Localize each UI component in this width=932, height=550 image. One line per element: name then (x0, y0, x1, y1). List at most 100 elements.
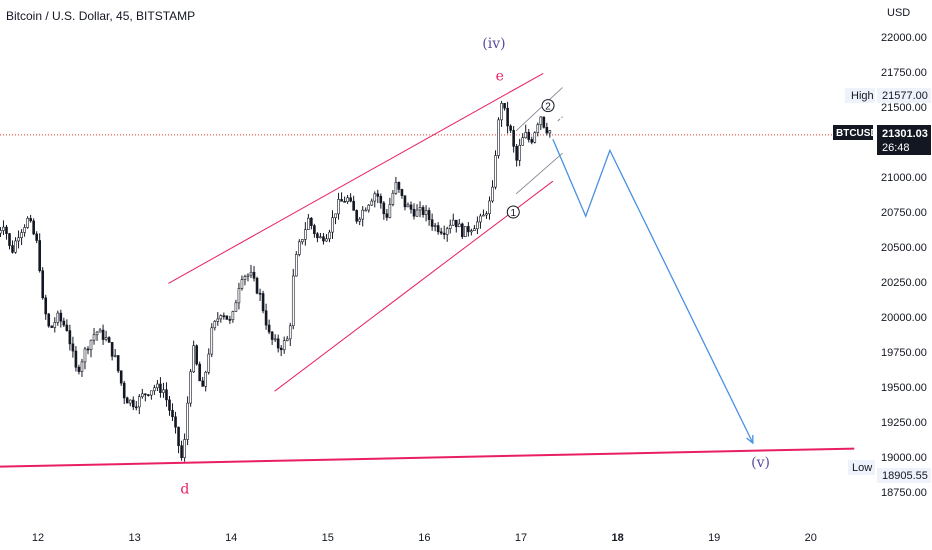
candle-body (222, 315, 226, 317)
x-tick-label: 19 (708, 532, 720, 544)
high-label: High (851, 90, 874, 102)
candle-body (138, 396, 141, 408)
candle-body (101, 329, 105, 340)
candle-body (279, 347, 283, 351)
candle-body (397, 182, 401, 190)
y-tick-label: 19750.00 (881, 347, 927, 359)
candle-body (23, 227, 26, 233)
y-tick-label: 20250.00 (881, 277, 927, 289)
candle-body (255, 277, 259, 294)
candle-body (261, 293, 265, 312)
candle-body (464, 226, 467, 237)
candle-body (494, 155, 497, 188)
time-scale[interactable] (0, 523, 872, 550)
candle-body (147, 394, 150, 396)
candle-body (204, 371, 208, 387)
candle-body (5, 226, 8, 234)
candle-body (122, 382, 126, 399)
candle-body (246, 274, 250, 277)
wave-label-2: 2 (545, 102, 551, 113)
high-value: 21577.00 (882, 90, 928, 102)
candle-body (231, 311, 235, 321)
high-price-label: High 21577.00 (845, 88, 931, 103)
candle-body (439, 231, 443, 234)
wave-label: d (180, 481, 189, 497)
candle-body (267, 324, 271, 333)
candle-body (234, 302, 238, 312)
candle-body (412, 209, 416, 217)
candle-body (334, 213, 337, 218)
candle-body (539, 116, 543, 125)
wave-label-1: 1 (510, 208, 516, 219)
candle-body (319, 236, 322, 239)
candle-body (400, 189, 404, 196)
candle-body (144, 393, 147, 396)
candle-body (110, 342, 114, 357)
candle-body (198, 363, 201, 382)
candle-body (470, 230, 473, 233)
candle-body (427, 210, 431, 220)
candle-body (527, 132, 531, 140)
minor-channel-dashed (557, 116, 563, 122)
candle-body (310, 217, 313, 226)
candle-body (349, 197, 352, 202)
candle-body (119, 370, 123, 384)
candle-body (379, 195, 383, 204)
candle-body (506, 107, 509, 127)
y-tick-label: 19500.00 (881, 382, 927, 394)
candle-body (98, 329, 102, 333)
currency-label: USD (887, 7, 910, 19)
candle-body (276, 338, 280, 349)
countdown-timer: 26:48 (882, 142, 910, 154)
candle-body (316, 233, 319, 239)
candle-body (285, 338, 289, 341)
candle-body (500, 103, 503, 121)
last-price-label: BTCUSD 21301.03 26:48 (833, 125, 931, 155)
candle-body (53, 322, 57, 328)
projection-arrowhead (746, 434, 754, 445)
chart-title: Bitcoin / U.S. Dollar, 45, BITSTAMP (6, 9, 196, 23)
candle-body (515, 146, 518, 161)
candle-body (68, 330, 72, 345)
candle-body (406, 204, 410, 208)
candle-body (95, 331, 99, 336)
candle-body (355, 210, 358, 222)
candle-body (473, 228, 476, 231)
candle-body (497, 119, 500, 156)
wave-annotations: (iv) e 2 1 d (v) (180, 36, 770, 497)
candle-body (328, 231, 331, 240)
candle-body (47, 313, 51, 327)
candle-body (530, 139, 534, 143)
price-scale[interactable] (872, 0, 932, 550)
candle-body (533, 132, 537, 143)
candle-body (479, 215, 482, 223)
candle-body (509, 125, 512, 131)
candle-body (174, 416, 177, 428)
candle-body (461, 223, 464, 237)
candle-body (237, 288, 241, 304)
channel-upper-line (168, 72, 544, 284)
candle-body (74, 350, 78, 368)
candle-body (192, 345, 195, 373)
candle-body (521, 137, 524, 146)
x-tick-label: 18 (611, 532, 623, 544)
candle-body (331, 217, 334, 233)
candles-layer (0, 100, 552, 462)
candle-body (370, 200, 374, 206)
candle-body (189, 371, 192, 404)
candle-body (216, 318, 220, 322)
candle-body (418, 207, 422, 211)
candle-body (89, 339, 93, 350)
candle-body (2, 226, 5, 231)
candle-body (228, 319, 232, 321)
candle-body (11, 245, 14, 253)
candle-body (409, 204, 413, 210)
candle-body (134, 406, 138, 409)
candle-body (542, 116, 546, 128)
candle-body (445, 228, 449, 235)
minor-channel-upper (515, 87, 563, 132)
candle-body (165, 389, 168, 401)
candle-body (219, 315, 223, 320)
y-tick-label: 20500.00 (881, 242, 927, 254)
